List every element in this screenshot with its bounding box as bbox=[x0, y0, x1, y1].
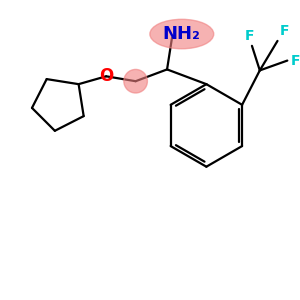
Text: NH₂: NH₂ bbox=[163, 25, 201, 43]
Circle shape bbox=[124, 69, 147, 93]
Text: F: F bbox=[280, 24, 289, 38]
Text: F: F bbox=[245, 29, 255, 43]
Ellipse shape bbox=[150, 19, 214, 49]
Text: O: O bbox=[99, 67, 113, 85]
Text: F: F bbox=[290, 54, 300, 68]
